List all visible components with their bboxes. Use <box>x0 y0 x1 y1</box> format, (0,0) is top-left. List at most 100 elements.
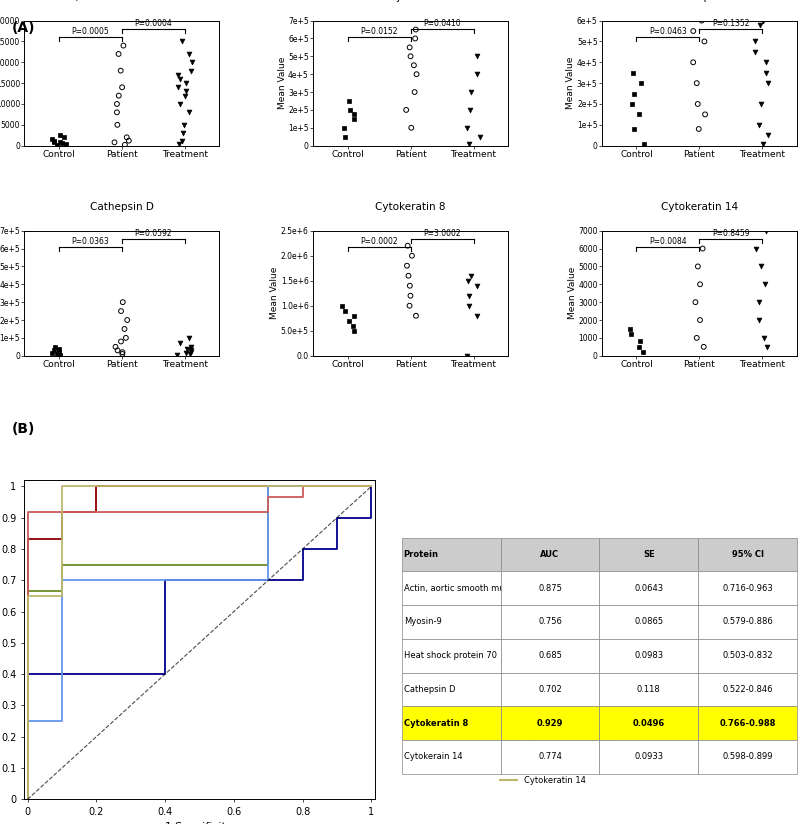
Point <box>692 123 705 136</box>
Point <box>347 319 360 332</box>
Point <box>116 81 129 94</box>
Point <box>403 279 416 293</box>
Point <box>753 118 766 131</box>
Point <box>53 349 66 362</box>
Point <box>173 137 186 150</box>
Text: P=0.0002: P=0.0002 <box>361 236 398 246</box>
Point <box>749 35 762 48</box>
Point <box>47 135 60 148</box>
Point <box>691 331 704 344</box>
Point <box>338 130 351 143</box>
Point <box>407 59 420 72</box>
Point <box>47 134 60 147</box>
Point <box>175 35 188 48</box>
Point <box>113 89 126 102</box>
Point <box>118 138 131 152</box>
Legend: Actin, aortic smooth muscle, Myosin-9, Heat shock protein 70, Cathepsin D, Cytok: Actin, aortic smooth muscle, Myosin-9, H… <box>497 705 644 789</box>
Point <box>180 346 192 359</box>
Y-axis label: Mean Value: Mean Value <box>568 267 576 320</box>
Point <box>409 32 422 45</box>
Title: Heat shock protein 70: Heat shock protein 70 <box>642 0 757 2</box>
Point <box>462 289 475 302</box>
Point <box>464 86 477 99</box>
Point <box>461 274 474 288</box>
Point <box>114 305 127 318</box>
Title: Actin, aortic smooth muscle: Actin, aortic smooth muscle <box>48 0 195 2</box>
Point <box>114 64 127 77</box>
Title: Cathepsin D: Cathepsin D <box>90 202 154 212</box>
Point <box>111 344 124 357</box>
Point <box>180 85 192 98</box>
Point <box>757 14 770 27</box>
Point <box>171 349 184 362</box>
Point <box>696 14 708 27</box>
Point <box>118 322 131 335</box>
Point <box>758 331 770 344</box>
Text: (B): (B) <box>12 422 35 436</box>
Point <box>112 47 125 60</box>
Point <box>464 269 477 283</box>
Y-axis label: Mean Value: Mean Value <box>270 267 279 320</box>
Point <box>337 121 350 134</box>
Text: P=0.0084: P=0.0084 <box>649 236 687 246</box>
Point <box>403 299 416 312</box>
Point <box>185 56 198 69</box>
Point <box>470 68 483 81</box>
Point <box>110 97 123 110</box>
Text: P=0.0004: P=0.0004 <box>134 19 172 28</box>
Point <box>691 97 704 110</box>
Point <box>636 345 649 358</box>
Point <box>348 324 361 337</box>
Point <box>184 344 197 357</box>
Point <box>471 279 484 293</box>
Point <box>47 344 60 357</box>
Point <box>171 68 184 82</box>
Point <box>759 56 772 69</box>
Point <box>628 87 641 101</box>
Text: P=0.0005: P=0.0005 <box>72 26 109 35</box>
Point <box>183 331 196 344</box>
Point <box>404 49 417 63</box>
Title: Myosin-9: Myosin-9 <box>387 0 434 2</box>
Point <box>184 348 196 361</box>
Point <box>402 269 415 283</box>
Point <box>460 349 473 363</box>
Point <box>694 313 707 326</box>
Point <box>178 118 191 131</box>
Point <box>759 278 772 291</box>
Point <box>634 77 647 90</box>
Point <box>181 342 194 355</box>
Point <box>696 242 709 255</box>
Point <box>687 25 700 38</box>
Point <box>691 260 704 273</box>
Point <box>410 68 423 81</box>
Point <box>117 39 130 52</box>
Point <box>403 41 416 54</box>
Point <box>625 328 638 341</box>
Point <box>174 337 187 350</box>
Point <box>173 73 186 86</box>
Point <box>463 138 476 151</box>
Point <box>342 95 355 108</box>
Point <box>114 335 127 348</box>
Point <box>185 64 198 77</box>
Point <box>109 340 122 353</box>
Point <box>116 345 129 358</box>
Point <box>342 314 355 327</box>
Point <box>626 66 639 79</box>
Point <box>749 45 762 59</box>
Point <box>183 105 196 119</box>
Point <box>183 47 196 60</box>
Point <box>627 123 640 136</box>
Point <box>405 121 418 134</box>
Point <box>401 239 414 252</box>
X-axis label: 1-Specificity: 1-Specificity <box>165 822 233 824</box>
Point <box>691 77 704 90</box>
Point <box>697 340 710 353</box>
Point <box>171 81 184 94</box>
Text: P=0.0463: P=0.0463 <box>649 26 687 35</box>
Point <box>749 242 762 255</box>
Point <box>762 77 774 90</box>
Point <box>638 137 650 150</box>
Point <box>51 348 64 361</box>
